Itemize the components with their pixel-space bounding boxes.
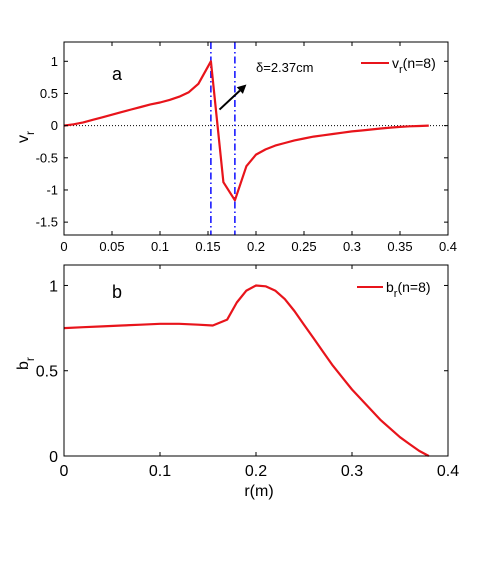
- panel-b: 0 0.1 0.2 0.3 0.4 10.50 b br(n=8) br r(m): [15, 264, 459, 500]
- x-tick-label: 0.15: [195, 239, 220, 254]
- series-line-0: [63, 60, 429, 202]
- x-tick-label: 0.05: [99, 239, 124, 254]
- x-tick-label: 0.2: [247, 239, 265, 254]
- panel-a-series: [63, 60, 429, 202]
- panel-b-xlabel: r(m): [244, 483, 273, 500]
- x-tick-label: 0.35: [387, 239, 412, 254]
- panel-a-reference-lines: [64, 42, 448, 235]
- panel-b-legend: br(n=8): [357, 279, 431, 300]
- x-tick-label: 0.4: [439, 239, 457, 254]
- y-tick-label: 0.5: [40, 86, 58, 101]
- panel-a-y-ticks: 1 0.5 0 -0.5 -1 -1.5: [36, 54, 448, 230]
- panel-a-annotation: δ=2.37cm: [218, 60, 313, 111]
- panel-a-x-ticks: 0 0.05 0.1 0.15 0.2 0.25 0.3 0.35 0.4: [60, 42, 457, 254]
- delta-annotation: δ=2.37cm: [256, 60, 313, 75]
- panel-b-y-ticks: 10.50: [36, 278, 448, 466]
- x-tick-label: 0.1: [151, 239, 169, 254]
- x-tick-label: 0.4: [437, 463, 459, 480]
- x-tick-label: 0.25: [291, 239, 316, 254]
- x-tick-label: 0.2: [245, 463, 267, 480]
- y-tick-label: -1.5: [36, 215, 58, 230]
- panel-a-label: a: [112, 64, 123, 84]
- panel-b-label: b: [112, 282, 122, 302]
- series-line-0: [63, 284, 430, 457]
- y-tick-label: 0: [51, 118, 58, 133]
- y-tick-label: 1: [49, 278, 58, 295]
- y-tick-label: -1: [46, 182, 58, 197]
- panel-a-ylabel: vr: [15, 131, 37, 143]
- panel-a-legend-label: vr(n=8): [392, 55, 436, 76]
- panel-a-legend: vr(n=8): [361, 55, 436, 76]
- panel-a: δ=2.37cm 0 0.05 0.1 0.15 0.2 0.25 0.3 0.35 0.4 1…: [15, 41, 457, 254]
- y-tick-label: 0: [49, 449, 58, 466]
- x-tick-label: 0.3: [341, 463, 363, 480]
- panel-b-series: [63, 284, 430, 457]
- panel-b-ylabel: br: [15, 357, 37, 370]
- delta-arrow: [218, 89, 241, 111]
- x-tick-label: 0.3: [343, 239, 361, 254]
- y-tick-label: -0.5: [36, 150, 58, 165]
- y-tick-label: 1: [51, 54, 58, 69]
- delta-arrowhead: [236, 84, 247, 94]
- x-tick-label: 0: [60, 239, 67, 254]
- x-tick-label: 0: [60, 463, 69, 480]
- y-tick-label: 0.5: [36, 364, 58, 381]
- panel-b-x-ticks: 0 0.1 0.2 0.3 0.4: [60, 265, 459, 480]
- panel-b-legend-label: br(n=8): [386, 279, 431, 300]
- x-tick-label: 0.1: [149, 463, 171, 480]
